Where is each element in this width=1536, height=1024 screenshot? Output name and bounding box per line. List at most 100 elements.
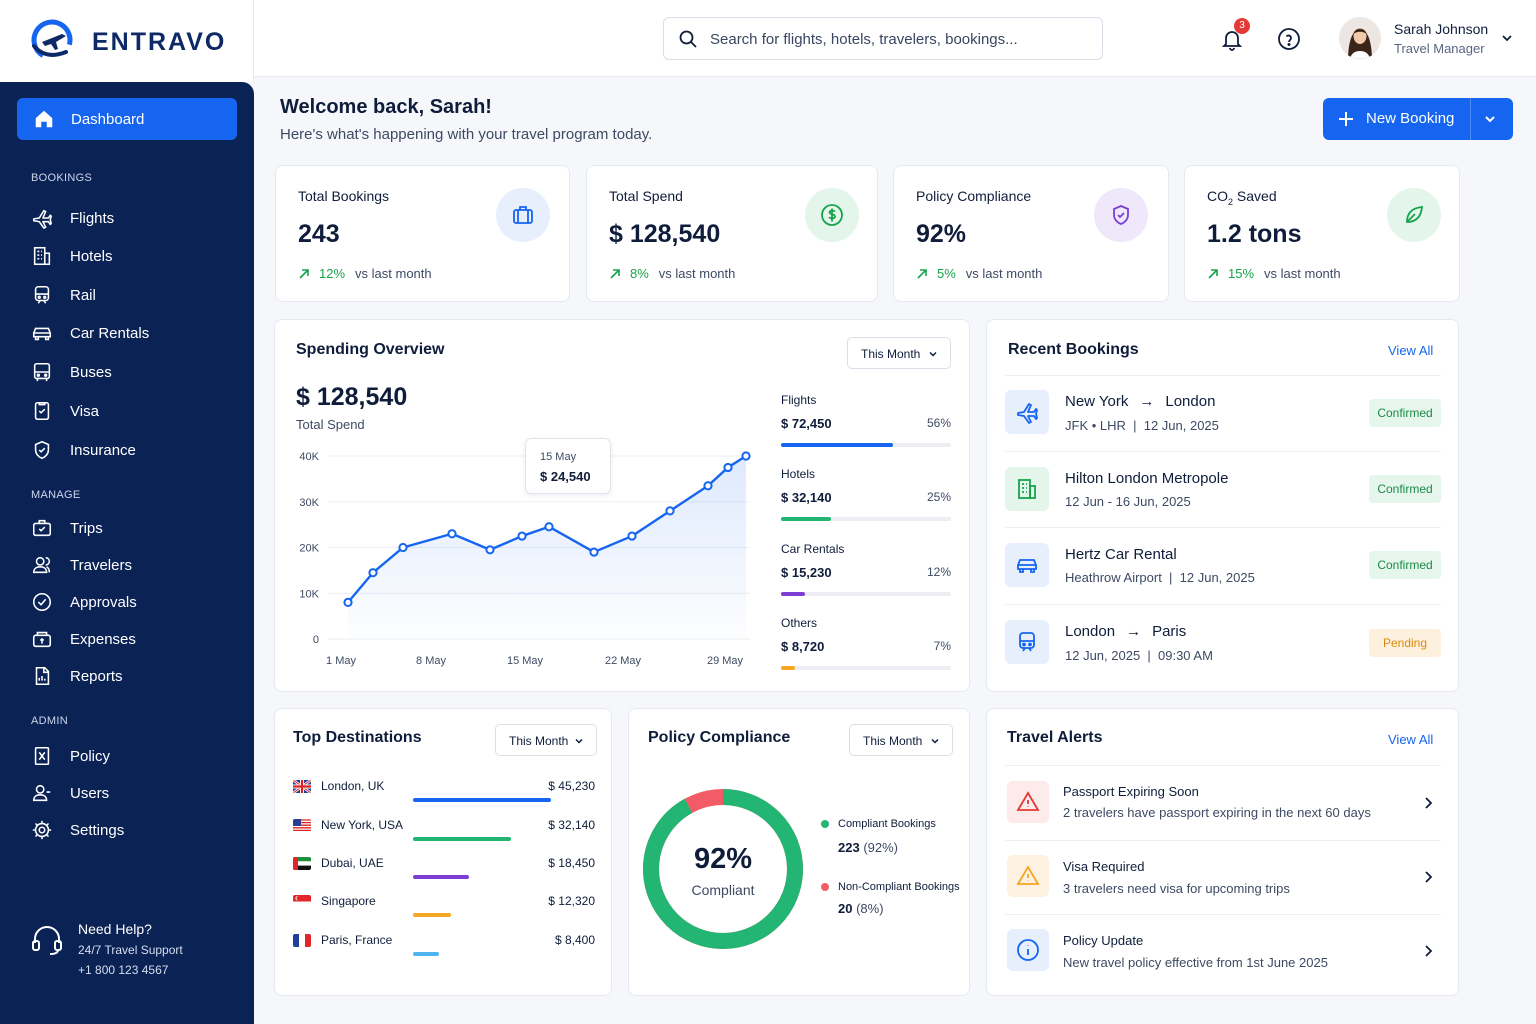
stat-card-co2-saved[interactable]: CO2 Saved 1.2 tons 15% vs last month — [1184, 165, 1460, 302]
destination-row[interactable]: Singapore $ 12,320 — [275, 894, 613, 924]
sidebar-item-buses[interactable]: Buses — [31, 360, 112, 384]
sidebar-item-approvals[interactable]: Approvals — [31, 590, 137, 614]
compliance-percent: 92% — [693, 843, 753, 875]
uk-flag-icon — [293, 780, 311, 793]
destination-name: London, UK — [321, 779, 385, 793]
stat-label: Policy Compliance — [916, 188, 1032, 204]
sidebar-item-dashboard[interactable]: Dashboard — [17, 98, 237, 140]
sidebar-item-rail[interactable]: Rail — [31, 283, 96, 307]
breakdown-percent: 7% — [933, 639, 951, 653]
destination-row[interactable]: London, UK $ 45,230 — [275, 779, 613, 809]
stat-card-total-spend[interactable]: Total Spend $ 128,540 8% vs last month — [586, 165, 878, 302]
period-dropdown[interactable]: This Month — [849, 724, 953, 756]
help-subtitle: 24/7 Travel Support — [78, 943, 183, 957]
stat-card-policy-compliance[interactable]: Policy Compliance 92% 5% vs last month — [893, 165, 1169, 302]
view-all-link[interactable]: View All — [1388, 343, 1434, 358]
search-box[interactable] — [663, 17, 1103, 60]
dropdown-value: This Month — [509, 734, 569, 748]
spending-overview-card: Spending Overview This Month $ 128,540 T… — [274, 319, 970, 692]
data-point[interactable] — [741, 451, 751, 461]
policy-compliance-card: Policy Compliance This Month 92% Complia… — [628, 708, 970, 996]
sidebar-item-users[interactable]: Users — [31, 781, 109, 805]
shield-icon — [34, 440, 50, 460]
data-point[interactable] — [517, 531, 527, 541]
legend-dot — [821, 883, 829, 891]
stat-compare: vs last month — [355, 266, 432, 281]
breakdown-label: Others — [781, 616, 818, 630]
gear-icon — [32, 820, 52, 840]
bell-icon[interactable] — [1220, 27, 1244, 51]
sidebar-item-settings[interactable]: Settings — [31, 818, 124, 842]
stat-value: 92% — [916, 220, 967, 248]
booking-row[interactable]: Hilton London Metropole 12 Jun - 16 Jun,… — [987, 452, 1460, 528]
search-input[interactable] — [710, 28, 1090, 50]
stat-trend: 15% vs last month — [1207, 266, 1341, 281]
data-point[interactable] — [398, 542, 408, 553]
destination-row[interactable]: New York, USA $ 32,140 — [275, 818, 613, 848]
sidebar-item-hotels[interactable]: Hotels — [31, 244, 113, 268]
recent-bookings-card: Recent Bookings View All New York → London… — [986, 319, 1459, 692]
alert-row[interactable]: Passport Expiring Soon 2 travelers have … — [987, 766, 1460, 840]
alert-title: Visa Required — [1063, 859, 1145, 874]
destination-row[interactable]: Dubai, UAE $ 18,450 — [275, 856, 613, 886]
breakdown-bar — [781, 443, 894, 447]
help-icon[interactable] — [1277, 27, 1301, 51]
sidebar-item-trips[interactable]: Trips — [31, 516, 103, 540]
sidebar-item-visa[interactable]: Visa — [31, 399, 99, 423]
breakdown-item: Flights $ 72,450 56% — [781, 393, 951, 453]
breakdown-value: $ 72,450 — [781, 416, 832, 431]
avatar[interactable] — [1339, 17, 1381, 59]
stat-trend: 8% vs last month — [609, 266, 735, 281]
alert-title: Passport Expiring Soon — [1063, 784, 1199, 799]
chevron-down-icon[interactable] — [1500, 31, 1514, 45]
alert-title: Policy Update — [1063, 933, 1144, 948]
data-point[interactable] — [485, 545, 495, 555]
sidebar-item-expenses[interactable]: Expenses — [31, 627, 136, 651]
sidebar-item-travelers[interactable]: Travelers — [31, 553, 132, 577]
alert-row[interactable]: Visa Required 3 travelers need visa for … — [987, 841, 1460, 915]
home-icon — [35, 110, 53, 128]
view-all-link[interactable]: View All — [1388, 732, 1434, 747]
booking-row[interactable]: New York → London JFK • LHR | 12 Jun, 2025… — [987, 376, 1460, 452]
destination-row[interactable]: Paris, France $ 8,400 — [275, 933, 613, 963]
new-booking-button[interactable]: New Booking — [1323, 98, 1513, 140]
booking-row[interactable]: Hertz Car Rental Heathrow Airport | 12 J… — [987, 528, 1460, 604]
breakdown-percent: 12% — [926, 565, 951, 579]
shield-check-icon — [1094, 188, 1148, 242]
sidebar-item-car-rentals[interactable]: Car Rentals — [31, 321, 149, 345]
data-point[interactable] — [343, 597, 353, 607]
sidebar-item-reports[interactable]: Reports — [31, 664, 123, 688]
data-point[interactable] — [723, 462, 733, 473]
stat-trend: 12% vs last month — [298, 266, 432, 281]
stat-label: Total Spend — [609, 188, 683, 204]
help-phone[interactable]: +1 800 123 4567 — [78, 963, 169, 977]
sidebar-item-flights[interactable]: Flights — [31, 206, 114, 230]
building-icon — [1005, 467, 1049, 511]
data-point[interactable] — [544, 522, 554, 532]
stat-card-total-bookings[interactable]: Total Bookings 243 12% vs last month — [275, 165, 570, 302]
sidebar-item-label: Reports — [70, 667, 123, 685]
sidebar-item-policy[interactable]: Policy — [31, 744, 110, 768]
period-dropdown[interactable]: This Month — [847, 337, 951, 369]
chevron-down-icon[interactable] — [1483, 112, 1497, 126]
sidebar-item-label: Users — [70, 784, 110, 802]
sidebar-item-insurance[interactable]: Insurance — [31, 438, 136, 462]
data-point[interactable] — [447, 529, 457, 539]
data-point[interactable] — [627, 531, 637, 541]
check-circle-icon — [32, 592, 52, 612]
travel-alerts-card: Travel Alerts View All Passport Expiring… — [986, 708, 1459, 996]
donut-segment-compliant — [643, 789, 803, 949]
booking-row[interactable]: London → Paris 12 Jun, 2025 | 09:30 AM Pen… — [987, 605, 1460, 681]
data-point[interactable] — [703, 481, 713, 491]
chart-area — [348, 456, 746, 639]
data-point[interactable] — [368, 568, 378, 578]
alert-row[interactable]: Policy Update New travel policy effectiv… — [987, 915, 1460, 989]
plus-icon — [1339, 112, 1353, 126]
breakdown-label: Car Rentals — [781, 542, 845, 556]
divider — [1005, 914, 1441, 915]
data-point[interactable] — [665, 506, 675, 516]
period-dropdown[interactable]: This Month — [495, 724, 597, 756]
plane-icon — [1005, 390, 1049, 434]
data-point[interactable] — [589, 547, 599, 557]
compliance-donut-chart — [643, 789, 803, 949]
